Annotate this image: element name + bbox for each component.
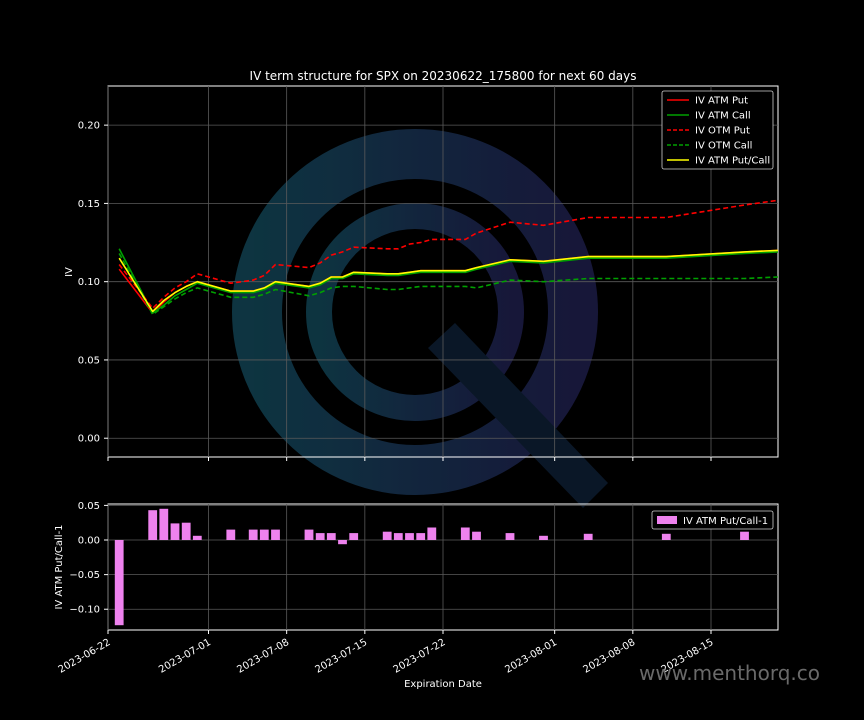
logo-watermark [232, 129, 608, 508]
bottom-y-axis-label: IV ATM Put/Call-1 [54, 524, 65, 609]
legend-label: IV ATM Put [695, 96, 748, 107]
top-legend: IV ATM Put IV ATM Call IV OTM Put IV OTM Ca… [661, 90, 774, 170]
legend-label: IV OTM Put [695, 126, 750, 137]
bar [259, 529, 269, 540]
top-y-tick-label: 0.15 [78, 199, 100, 210]
bar [326, 533, 336, 540]
bottom-y-tick-label: 0.05 [78, 501, 100, 512]
bar [583, 533, 593, 540]
bar [159, 508, 169, 540]
bar [661, 533, 671, 540]
legend-swatch [657, 516, 677, 524]
bar [271, 529, 280, 540]
bar [170, 523, 180, 540]
legend-label: IV OTM Call [695, 141, 752, 152]
bar [226, 529, 236, 540]
bar [181, 522, 191, 540]
top-y-tick-label: 0.05 [78, 355, 100, 366]
top-plot: 0.00 0.05 0.10 0.15 0.20 IV term structure f… [64, 69, 779, 461]
bar [505, 533, 515, 540]
bar [740, 531, 749, 540]
bar [460, 527, 470, 540]
bar [315, 533, 325, 540]
top-series-group [118, 199, 779, 316]
bottom-y-ticks: 0.05 0.00 −0.05 −0.10 [69, 501, 108, 616]
bottom-legend: IV ATM Put/Call-1 [651, 510, 774, 530]
bar [393, 533, 403, 540]
top-y-ticks: 0.00 0.05 0.10 0.15 0.20 [78, 121, 108, 445]
series-line-iv-atm-call [118, 248, 779, 314]
bottom-bars-group [114, 508, 749, 626]
legend-label: IV ATM Call [695, 111, 751, 122]
bar [405, 533, 414, 540]
top-y-tick-label: 0.20 [78, 121, 100, 132]
bar [539, 535, 548, 540]
bar [192, 535, 202, 540]
website-watermark: www.menthorq.co [639, 661, 820, 685]
bottom-y-tick-label: −0.10 [69, 605, 100, 616]
legend-label: IV ATM Put/Call-1 [683, 516, 768, 527]
bottom-y-tick-label: 0.00 [78, 536, 100, 547]
bar [114, 540, 124, 626]
bar [338, 540, 347, 545]
bar [349, 533, 359, 540]
bar [427, 527, 437, 540]
bottom-legend-box [651, 510, 774, 530]
bar [148, 510, 158, 540]
series-line-iv-otm-call [118, 253, 779, 316]
bar [248, 529, 258, 540]
top-legend-box [661, 90, 774, 170]
top-y-axis-label: IV [64, 267, 75, 277]
legend-label: IV ATM Put/Call [695, 156, 770, 167]
bar [382, 531, 392, 540]
top-y-tick-label: 0.10 [78, 277, 100, 288]
bar [304, 529, 314, 540]
series-line-iv-atm-put-call [118, 249, 779, 313]
bottom-y-tick-label: −0.05 [69, 570, 100, 581]
top-x-ticks [107, 457, 712, 461]
bar [416, 533, 426, 540]
top-y-tick-label: 0.00 [78, 434, 100, 445]
series-line-iv-otm-put [118, 199, 779, 310]
x-axis-label: Expiration Date [404, 679, 482, 690]
top-chart-title: IV term structure for SPX on 20230622_17… [250, 69, 637, 83]
bar [472, 531, 481, 540]
